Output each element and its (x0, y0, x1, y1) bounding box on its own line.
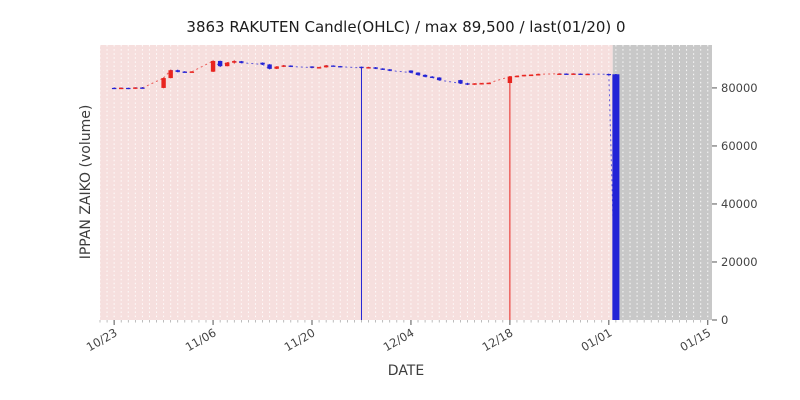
candle-body (338, 66, 343, 68)
x-tick-label: 10/23 (84, 325, 120, 354)
candle-body (514, 76, 520, 78)
candle-body (267, 64, 272, 69)
x-tick-label: 01/01 (579, 325, 615, 354)
y-tick-label: 40000 (721, 197, 758, 211)
x-tick-label: 12/04 (381, 325, 417, 354)
candle-body (126, 87, 131, 90)
candle-body (161, 78, 166, 88)
candle-body (422, 74, 428, 77)
candle-body (366, 67, 371, 69)
x-tick-label: 12/18 (480, 325, 516, 354)
candle-body (281, 65, 286, 67)
candle-body (316, 67, 322, 69)
candle-body (387, 69, 392, 71)
candle-body (239, 61, 244, 63)
y-tick-label: 20000 (721, 255, 758, 269)
y-tick-label: 0 (721, 313, 728, 327)
candle-body (189, 71, 195, 73)
candle-body (458, 80, 463, 84)
x-tick-label: 11/06 (183, 325, 219, 354)
candle-body (133, 87, 138, 89)
candle-body (472, 83, 477, 85)
candle-body (528, 74, 534, 77)
x-axis-label: DATE (387, 363, 425, 379)
candle-body (309, 66, 315, 68)
candle-body (225, 62, 230, 67)
candle-body (557, 73, 562, 75)
candle-body (408, 70, 414, 73)
background-regions (100, 45, 712, 320)
candle-body (465, 83, 470, 85)
candle-body (606, 74, 612, 76)
candle-body (111, 87, 117, 90)
chart-title: 3863 RAKUTEN Candle(OHLC) / max 89,500 /… (186, 18, 626, 36)
x-tick-label: 01/15 (678, 325, 714, 354)
candle-body (415, 72, 421, 75)
y-axis-ticks: 0 20000 40000 60000 80000 (712, 81, 758, 327)
candle-body (210, 60, 216, 72)
y-tick-label: 60000 (721, 139, 758, 153)
candle-body (479, 83, 484, 85)
x-axis-ticks: 10/23 11/06 11/20 12/04 12/18 01/01 01/15 (84, 320, 713, 354)
candle-body (288, 65, 294, 67)
candle-body (274, 66, 279, 69)
candle-body (217, 60, 223, 67)
candle-body (429, 76, 435, 78)
candle-body (521, 75, 527, 77)
candles (111, 60, 620, 320)
candle-body (578, 73, 583, 75)
candle-body (373, 67, 378, 69)
candle-body (437, 77, 442, 81)
candle-body (486, 83, 491, 85)
candle-body (380, 68, 385, 70)
candle-body (585, 74, 590, 76)
candle-body (564, 73, 569, 75)
candle-body (535, 74, 541, 76)
x-tick-label: 11/20 (282, 325, 318, 354)
candle-body (175, 70, 180, 72)
candle-body (571, 73, 576, 75)
candle-body (140, 87, 145, 89)
y-tick-label: 80000 (721, 81, 758, 95)
candle-body (507, 76, 513, 84)
candle-body (182, 71, 188, 73)
candle-body (323, 65, 329, 68)
candle-body (119, 87, 124, 90)
candle-body (331, 65, 336, 67)
candle-body (232, 61, 237, 63)
candle-body (612, 74, 620, 320)
candle-body (260, 62, 265, 65)
candle-body (359, 66, 364, 68)
candle-body (168, 70, 173, 79)
